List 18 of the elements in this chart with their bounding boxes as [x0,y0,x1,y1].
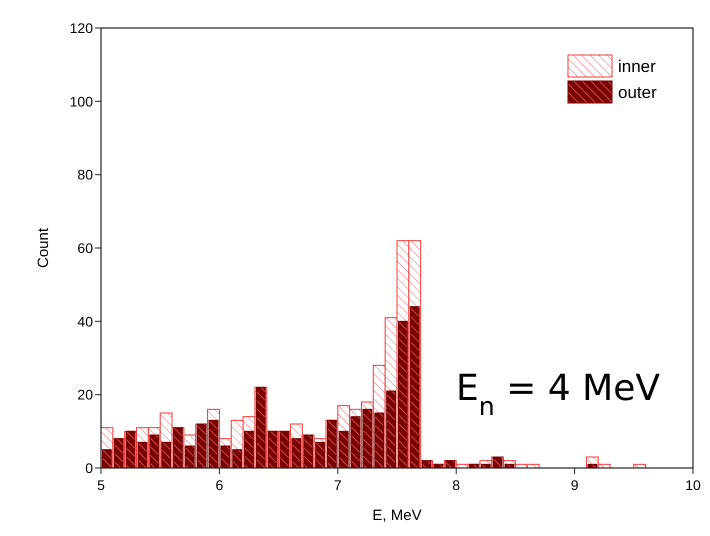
x-tick-label: 7 [334,477,342,493]
legend-label: inner [618,57,656,76]
y-tick-label: 120 [70,20,94,36]
x-tick-label: 8 [452,477,460,493]
x-axis-title: E, MeV [372,507,422,524]
x-tick-label: 10 [685,477,701,493]
annotation: E$_{n}$ = 4 MeV [456,368,660,420]
y-tick-label: 80 [77,166,94,183]
legend-label: outer [618,83,658,102]
y-tick-label: 60 [77,240,94,256]
y-tick-label: 0 [85,460,94,476]
x-tick-label: 6 [216,477,224,493]
y-tick-label: 100 [70,93,94,110]
x-tick-label: 9 [570,477,579,493]
y-tick-label: 40 [77,313,94,330]
y-tick-label: 20 [77,386,94,403]
x-tick-label: 5 [97,477,106,493]
y-axis-title: Count [35,227,52,268]
